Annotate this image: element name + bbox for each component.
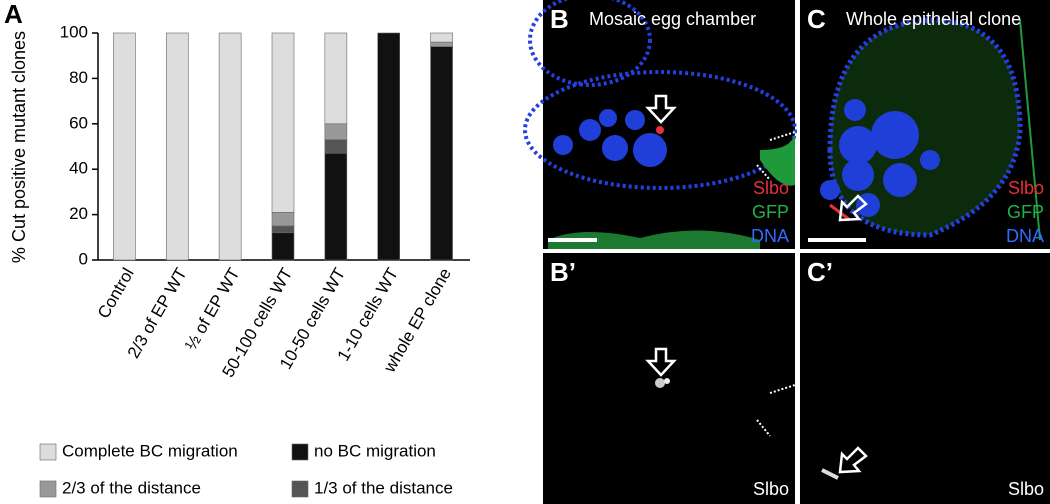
y-tick-label: 60	[69, 113, 88, 132]
legend-swatch	[39, 480, 57, 498]
bar-segment	[430, 41, 453, 47]
bar-segment	[430, 32, 453, 43]
bar-segment	[271, 212, 295, 227]
bar-segment	[324, 32, 348, 125]
channel-label: Slbo	[753, 479, 789, 499]
bar-segment	[324, 123, 348, 140]
legend-label: 2/3 of the distance	[62, 478, 201, 497]
y-tick-label: 100	[60, 22, 88, 41]
legend-swatch	[39, 443, 57, 461]
channel-label: DNA	[1006, 226, 1044, 246]
legend-label: no BC migration	[314, 441, 436, 460]
panel-label: B	[550, 4, 569, 34]
legend-swatch	[291, 480, 309, 498]
y-tick-label: 20	[69, 204, 88, 223]
panel-label: C	[807, 4, 826, 34]
legend-swatch	[291, 443, 309, 461]
channel-label: GFP	[1007, 202, 1044, 222]
panel-label: A	[4, 0, 23, 29]
bar-segment	[271, 225, 295, 234]
panel-label: B’	[550, 257, 576, 287]
bar-segment	[377, 32, 401, 261]
channel-label: GFP	[752, 202, 789, 222]
x-tick-label: Control	[94, 265, 138, 322]
panel-title: Mosaic egg chamber	[589, 9, 756, 29]
y-tick-label: 80	[69, 68, 88, 87]
bar-segment	[271, 232, 295, 261]
x-tick-label: ½ of EP WT	[181, 265, 243, 354]
micrograph-b-prime	[645, 347, 796, 437]
bar-segment	[324, 139, 348, 154]
micrograph-c-prime	[821, 446, 868, 480]
channel-label: Slbo	[1008, 479, 1044, 499]
bar-segment	[271, 32, 295, 213]
image-panel	[800, 253, 1050, 504]
channel-label: Slbo	[1008, 178, 1044, 198]
legend-label: 1/3 of the distance	[314, 478, 453, 497]
y-tick-label: 0	[79, 249, 88, 268]
channel-label: DNA	[751, 226, 789, 246]
panel-title: Whole epithelial clone	[846, 9, 1021, 29]
channel-label: Slbo	[753, 178, 789, 198]
micrograph-b	[523, 0, 797, 249]
y-axis-label: % Cut positive mutant clones	[9, 31, 29, 263]
micrograph-c	[808, 17, 1041, 242]
image-panel	[543, 253, 795, 504]
bar-segment	[218, 32, 242, 261]
bar-segment	[165, 32, 189, 261]
bar-segment	[430, 46, 453, 261]
legend-label: Complete BC migration	[62, 441, 238, 460]
bar-segment	[113, 32, 136, 261]
y-tick-label: 40	[69, 159, 88, 178]
panel-label: C’	[807, 257, 833, 287]
bar-segment	[324, 153, 348, 261]
